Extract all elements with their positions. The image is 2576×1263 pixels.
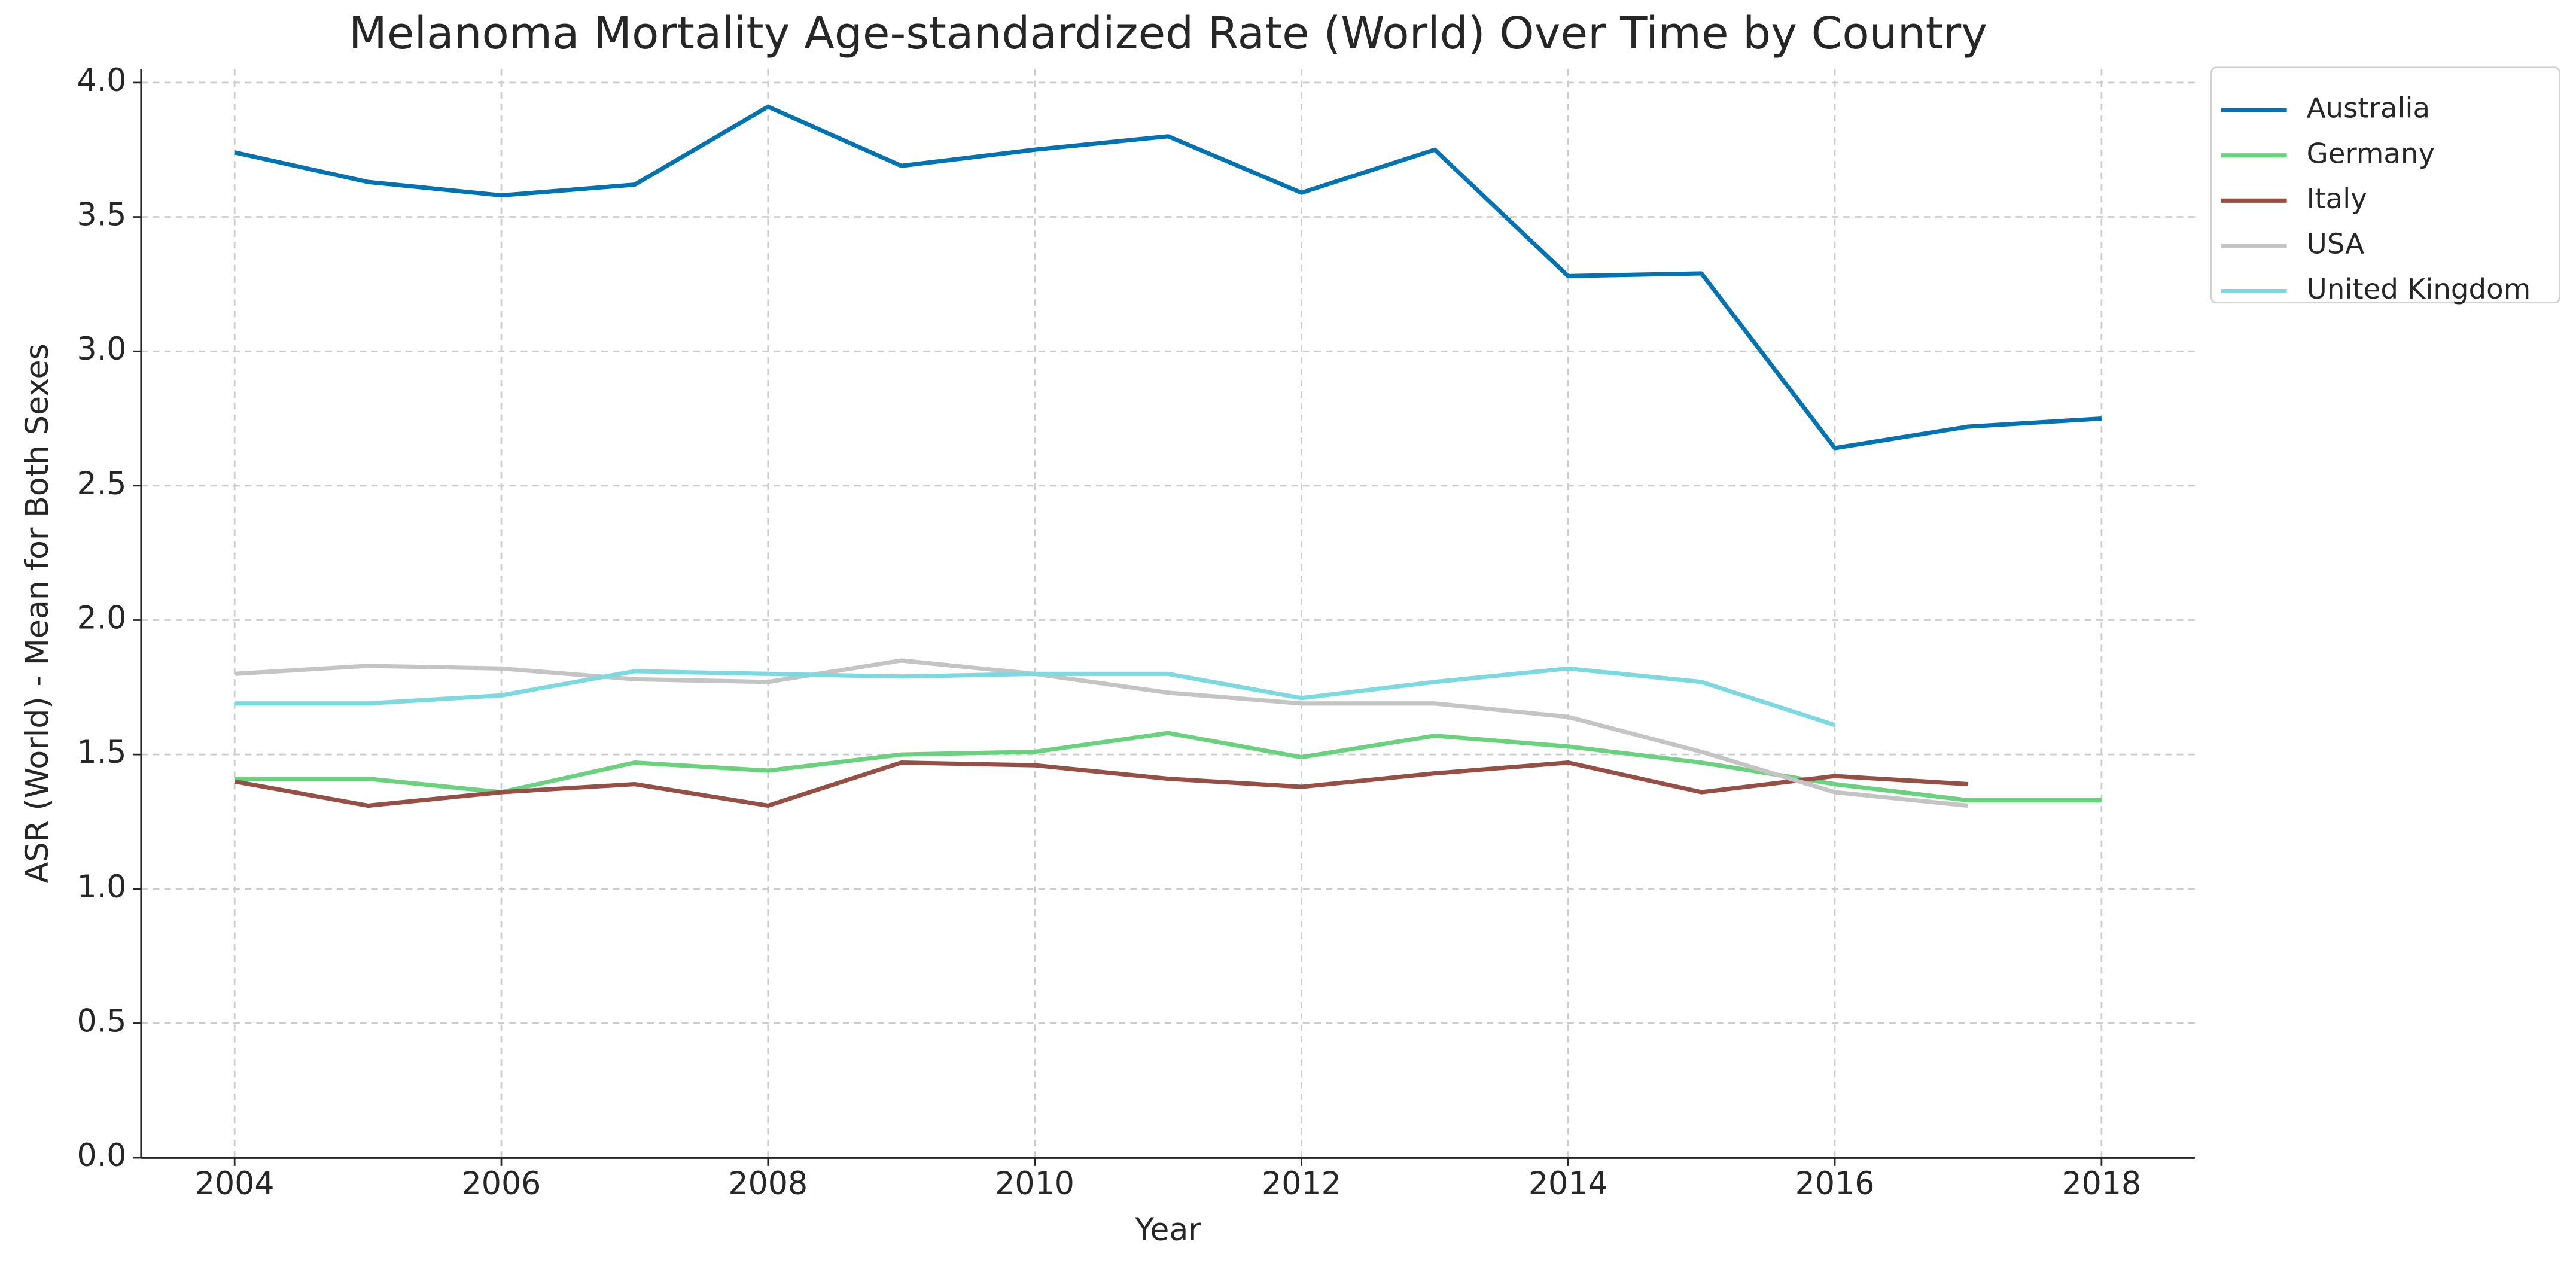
x-tick-label: 2012 bbox=[1262, 1166, 1341, 1202]
legend-label: Germany bbox=[2307, 138, 2435, 170]
x-axis-label: Year bbox=[1134, 1212, 1201, 1248]
legend-label: Italy bbox=[2307, 183, 2367, 215]
y-tick-label: 0.5 bbox=[77, 1003, 126, 1039]
y-tick-label: 4.0 bbox=[77, 63, 126, 99]
y-tick-label: 0.0 bbox=[77, 1138, 126, 1174]
y-axis-label: ASR (World) - Mean for Both Sexes bbox=[20, 343, 56, 883]
y-tick-label: 3.0 bbox=[77, 331, 126, 367]
x-tick-label: 2018 bbox=[2062, 1166, 2141, 1202]
x-tick-label: 2014 bbox=[1528, 1166, 1608, 1202]
y-tick-label: 3.5 bbox=[77, 197, 126, 233]
y-tick-label: 2.0 bbox=[77, 600, 126, 636]
x-tick-label: 2008 bbox=[728, 1166, 808, 1202]
legend-label: Australia bbox=[2307, 93, 2430, 125]
legend: Australia Germany Italy USA United Kingdom bbox=[2210, 66, 2560, 306]
line-series bbox=[234, 104, 2102, 451]
y-tick-label: 1.0 bbox=[77, 869, 126, 905]
x-tick-label: 2006 bbox=[462, 1166, 541, 1202]
line-series bbox=[234, 760, 1969, 808]
legend-label: United Kingdom bbox=[2307, 273, 2531, 306]
y-tick-label: 1.5 bbox=[77, 735, 126, 771]
legend-label: USA bbox=[2307, 228, 2365, 260]
x-tick-label: 2004 bbox=[195, 1166, 275, 1202]
y-tick-label: 2.5 bbox=[77, 466, 126, 502]
x-tick-label: 2010 bbox=[995, 1166, 1074, 1202]
chart-title: Melanoma Mortality Age-standardized Rate… bbox=[349, 8, 1987, 59]
line-series bbox=[234, 658, 1969, 808]
line-series bbox=[235, 666, 1836, 728]
legend-box bbox=[2210, 66, 2560, 304]
x-tick-label: 2016 bbox=[1795, 1166, 1875, 1202]
